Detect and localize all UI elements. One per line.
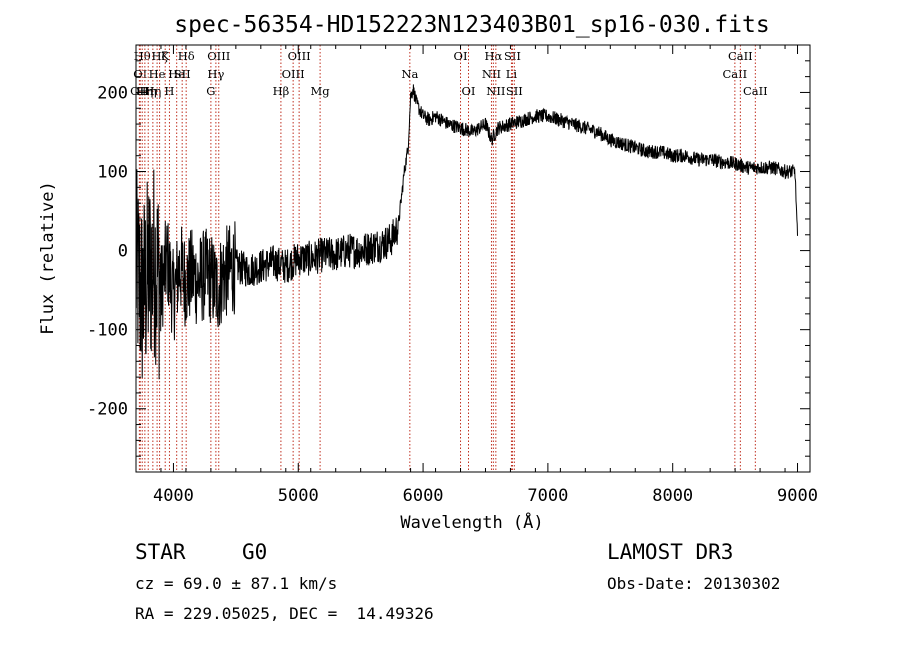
y-tick-label-2: 0 xyxy=(118,242,128,262)
line-label-26: Li xyxy=(506,67,518,81)
line-label-31: CaII xyxy=(743,84,768,98)
line-label-2: Hθ xyxy=(134,49,151,63)
observation-date: Obs-Date: 20130302 xyxy=(607,574,781,593)
y-tick-label-0: -200 xyxy=(87,400,128,420)
subclass: G0 xyxy=(242,540,268,564)
y-axis-label: Flux (relative) xyxy=(38,181,58,335)
line-label-24: Hα xyxy=(484,49,502,63)
line-label-17: OIII xyxy=(282,67,305,81)
chart-title: spec-56354-HD152223N123403B01_sp16-030.f… xyxy=(174,12,769,38)
x-tick-label-3: 7000 xyxy=(527,486,568,506)
line-label-19: Mg xyxy=(311,84,331,98)
axis-ticks: 4000 5000 6000 7000 8000 9000 -200 -100 0 100 200 xyxy=(87,44,818,506)
line-label-10: He xyxy=(168,67,185,81)
survey-name: LAMOST DR3 xyxy=(607,540,734,564)
line-label-30: CaII xyxy=(728,49,753,63)
line-label-1: OI xyxy=(133,67,147,81)
y-tick-label-1: -100 xyxy=(87,321,128,341)
line-label-23: NII xyxy=(482,67,501,81)
line-label-12: Hδ xyxy=(178,49,195,63)
line-label-11: SII xyxy=(174,67,191,81)
line-label-14: Hγ xyxy=(207,67,224,81)
line-label-6: He xyxy=(149,67,166,81)
plot-frame xyxy=(135,44,811,473)
line-label-0: OII xyxy=(130,84,149,98)
line-label-22: OI xyxy=(462,84,476,98)
coordinates: RA = 229.05025, DEC = 14.49326 xyxy=(135,604,434,623)
y-tick-label-3: 100 xyxy=(97,163,128,183)
x-tick-label-5: 9000 xyxy=(777,486,818,506)
line-label-16: Hβ xyxy=(273,84,290,98)
spectrum-curve-layer xyxy=(135,84,798,380)
line-label-8: K xyxy=(161,49,170,63)
line-label-25: NII xyxy=(486,84,505,98)
line-label-20: Na xyxy=(401,67,418,81)
line-label-3: Hη xyxy=(136,84,153,98)
x-tick-label-0: 4000 xyxy=(153,486,194,506)
x-axis-label: Wavelength (Å) xyxy=(400,511,543,533)
series-line-flux xyxy=(135,84,798,380)
line-label-15: OIII xyxy=(207,49,230,63)
line-label-18: OIII xyxy=(288,49,311,63)
y-tick-label-4: 200 xyxy=(97,83,128,103)
object-class: STAR xyxy=(135,540,186,564)
redshift-velocity: cz = 69.0 ± 87.1 km/s xyxy=(135,574,338,593)
line-label-28: SII xyxy=(506,84,523,98)
x-tick-label-4: 8000 xyxy=(652,486,693,506)
line-label-29: CaII xyxy=(722,67,747,81)
line-label-27: SII xyxy=(504,49,521,63)
x-tick-label-1: 5000 xyxy=(278,486,319,506)
line-label-9: H xyxy=(164,84,174,98)
line-label-13: G xyxy=(206,84,215,98)
line-label-7: Hζ xyxy=(151,49,167,63)
x-tick-label-2: 6000 xyxy=(403,486,444,506)
line-label-21: OI xyxy=(454,49,468,63)
line-label-5: Hη xyxy=(144,84,161,98)
